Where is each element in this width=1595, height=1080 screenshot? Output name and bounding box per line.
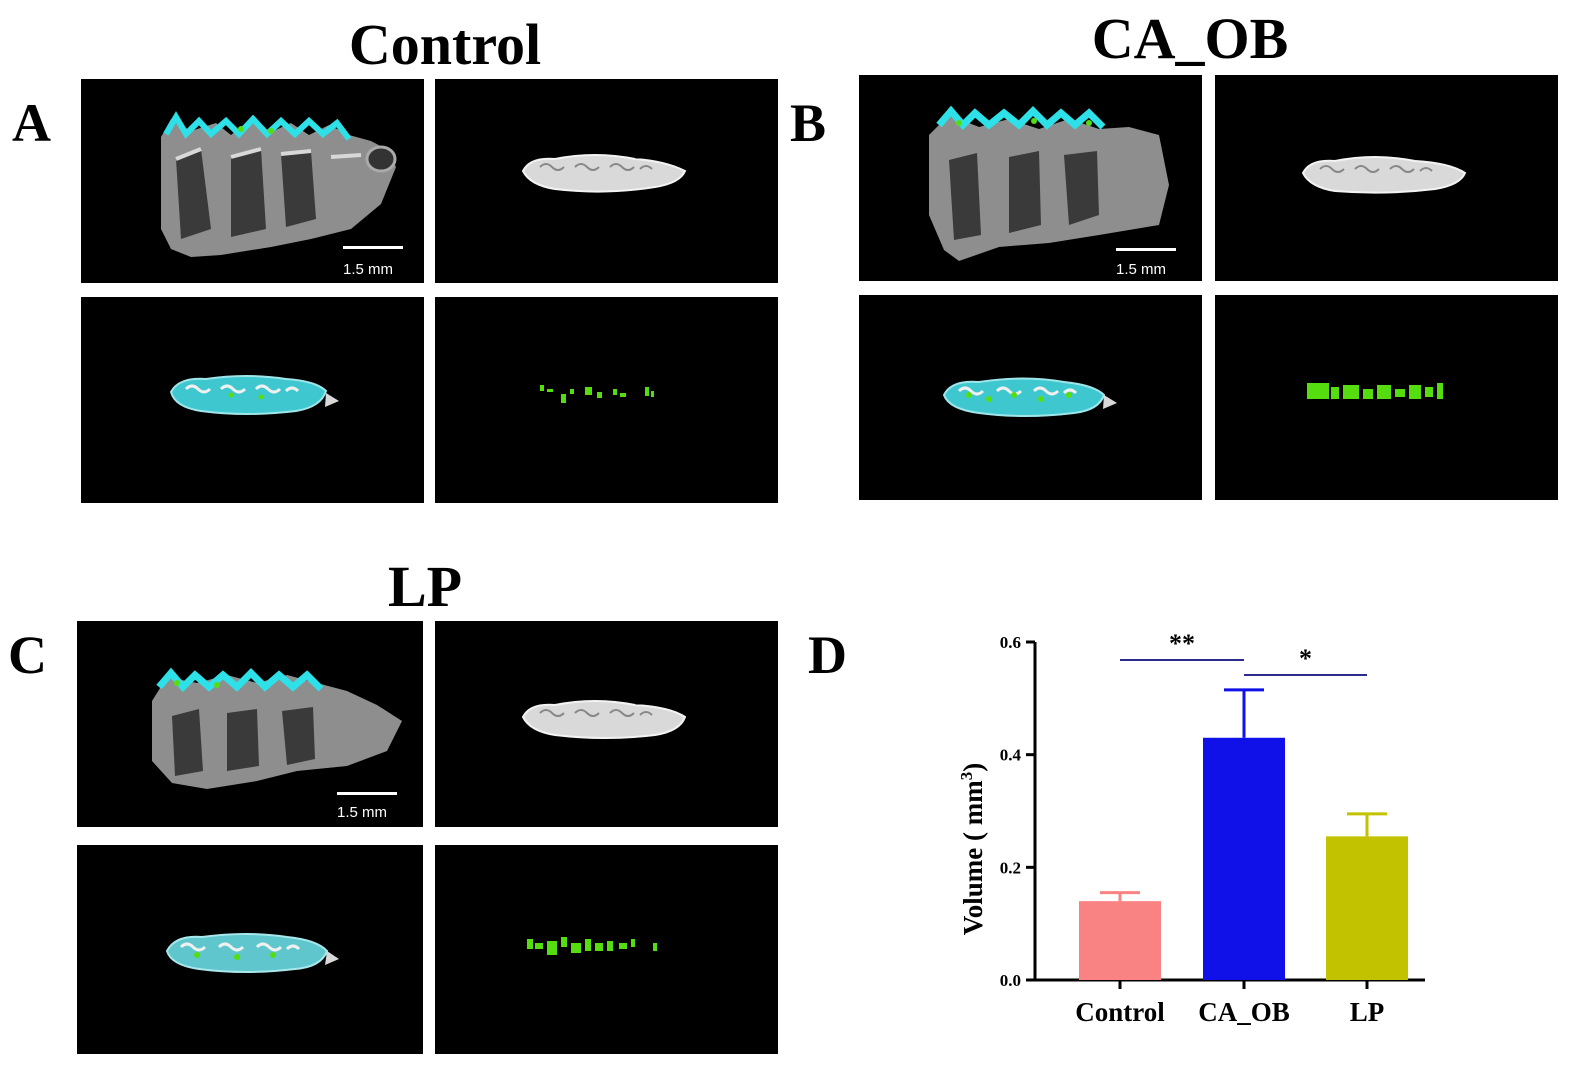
panel-a-scale-label: 1.5 mm xyxy=(343,261,394,278)
volume-bar-chart: 0.00.20.40.6 Control CA_OB LP *** Volume (… xyxy=(957,629,1425,1027)
y-tick-label: 0.4 xyxy=(1000,746,1022,765)
significance-brackets: *** xyxy=(1120,629,1367,676)
bars xyxy=(1079,688,1408,980)
x-tick-label: LP xyxy=(1350,997,1385,1027)
y-tick-label: 0.0 xyxy=(1000,971,1021,990)
panel-c-title: LP xyxy=(387,554,463,619)
y-axis: 0.0 0.2 0.4 0.6 xyxy=(1000,633,1037,990)
x-tick-label: CA_OB xyxy=(1198,997,1290,1027)
panel-b-overlay-image xyxy=(859,295,1202,500)
panel-c-occlusal-image xyxy=(435,621,778,827)
panel-a-sagittal-image: 1.5 mm xyxy=(81,79,424,283)
bar-lp xyxy=(1326,836,1408,980)
panel-b-sagittal-image: 1.5 mm xyxy=(859,75,1202,281)
panel-b-scale-label: 1.5 mm xyxy=(1116,261,1167,278)
panel-d-letter: D xyxy=(808,625,847,685)
x-tick-label: Control xyxy=(1075,997,1165,1027)
panel-a-occlusal-image xyxy=(435,79,778,283)
significance-label: * xyxy=(1299,644,1312,673)
panel-c-overlay-image xyxy=(77,845,423,1054)
panel-b-letter: B xyxy=(790,93,827,153)
panel-a-overlay-image xyxy=(81,297,424,503)
panel-a-letter: A xyxy=(12,93,51,153)
panel-a-green-volume-image xyxy=(435,297,778,503)
x-axis: Control CA_OB LP xyxy=(1035,978,1425,1027)
panel-b-occlusal-image xyxy=(1215,75,1558,281)
y-tick-label: 0.2 xyxy=(1000,858,1021,877)
panel-c-scale-label: 1.5 mm xyxy=(337,804,388,821)
panel-c-green-volume-image xyxy=(435,845,778,1054)
y-tick-label: 0.6 xyxy=(1000,633,1021,652)
significance-label: ** xyxy=(1169,629,1195,658)
panel-a-title: Control xyxy=(348,12,542,77)
panel-c-sagittal-image: 1.5 mm xyxy=(77,621,423,827)
panel-b-green-volume-image xyxy=(1215,295,1558,500)
bar-control xyxy=(1079,901,1161,980)
y-axis-label: Volume ( mm3) xyxy=(957,763,988,936)
panel-b-title: CA_OB xyxy=(1091,6,1289,71)
bar-ca-ob xyxy=(1203,737,1285,980)
panel-c-letter: C xyxy=(8,625,47,685)
